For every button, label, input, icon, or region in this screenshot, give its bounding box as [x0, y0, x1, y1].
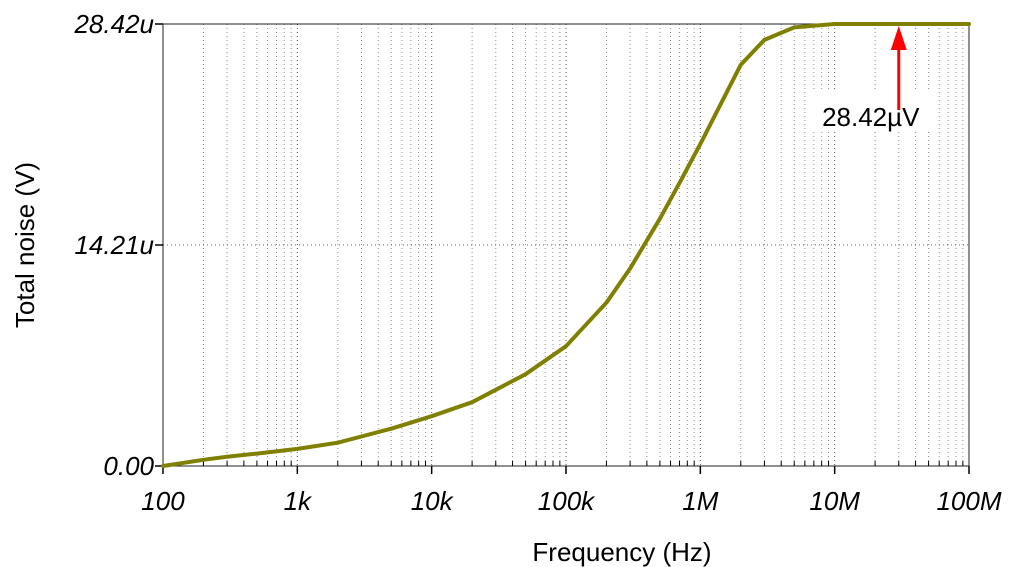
x-axis-ticks: 100 1k 10k 100k 1M 10M 100M: [141, 461, 1002, 516]
y-tick-label: 28.42u: [73, 9, 154, 39]
annotation-label-bg: [806, 90, 935, 132]
x-tick-label: 1M: [682, 486, 718, 516]
y-tick-label: 0.00: [103, 451, 154, 481]
x-tick-label: 100: [141, 486, 185, 516]
series-layer: [161, 22, 971, 468]
x-tick-label: 100k: [538, 486, 596, 516]
annotation-label: 28.42µV: [822, 102, 920, 132]
x-tick-label: 100M: [936, 486, 1001, 516]
annotation-layer: 28.42µV: [806, 26, 935, 132]
x-tick-label: 10M: [809, 486, 860, 516]
annotation-arrow-head: [890, 26, 907, 50]
series-line: [161, 22, 971, 468]
x-tick-label: 10k: [411, 486, 455, 516]
y-axis-title: Total noise (V): [10, 162, 40, 328]
x-tick-label: 1k: [284, 486, 313, 516]
y-axis-ticks: 0.00 14.21u 28.42u: [73, 9, 163, 481]
grid: [162, 24, 969, 466]
y-tick-label: 14.21u: [74, 230, 154, 260]
x-axis-title: Frequency (Hz): [532, 537, 711, 567]
